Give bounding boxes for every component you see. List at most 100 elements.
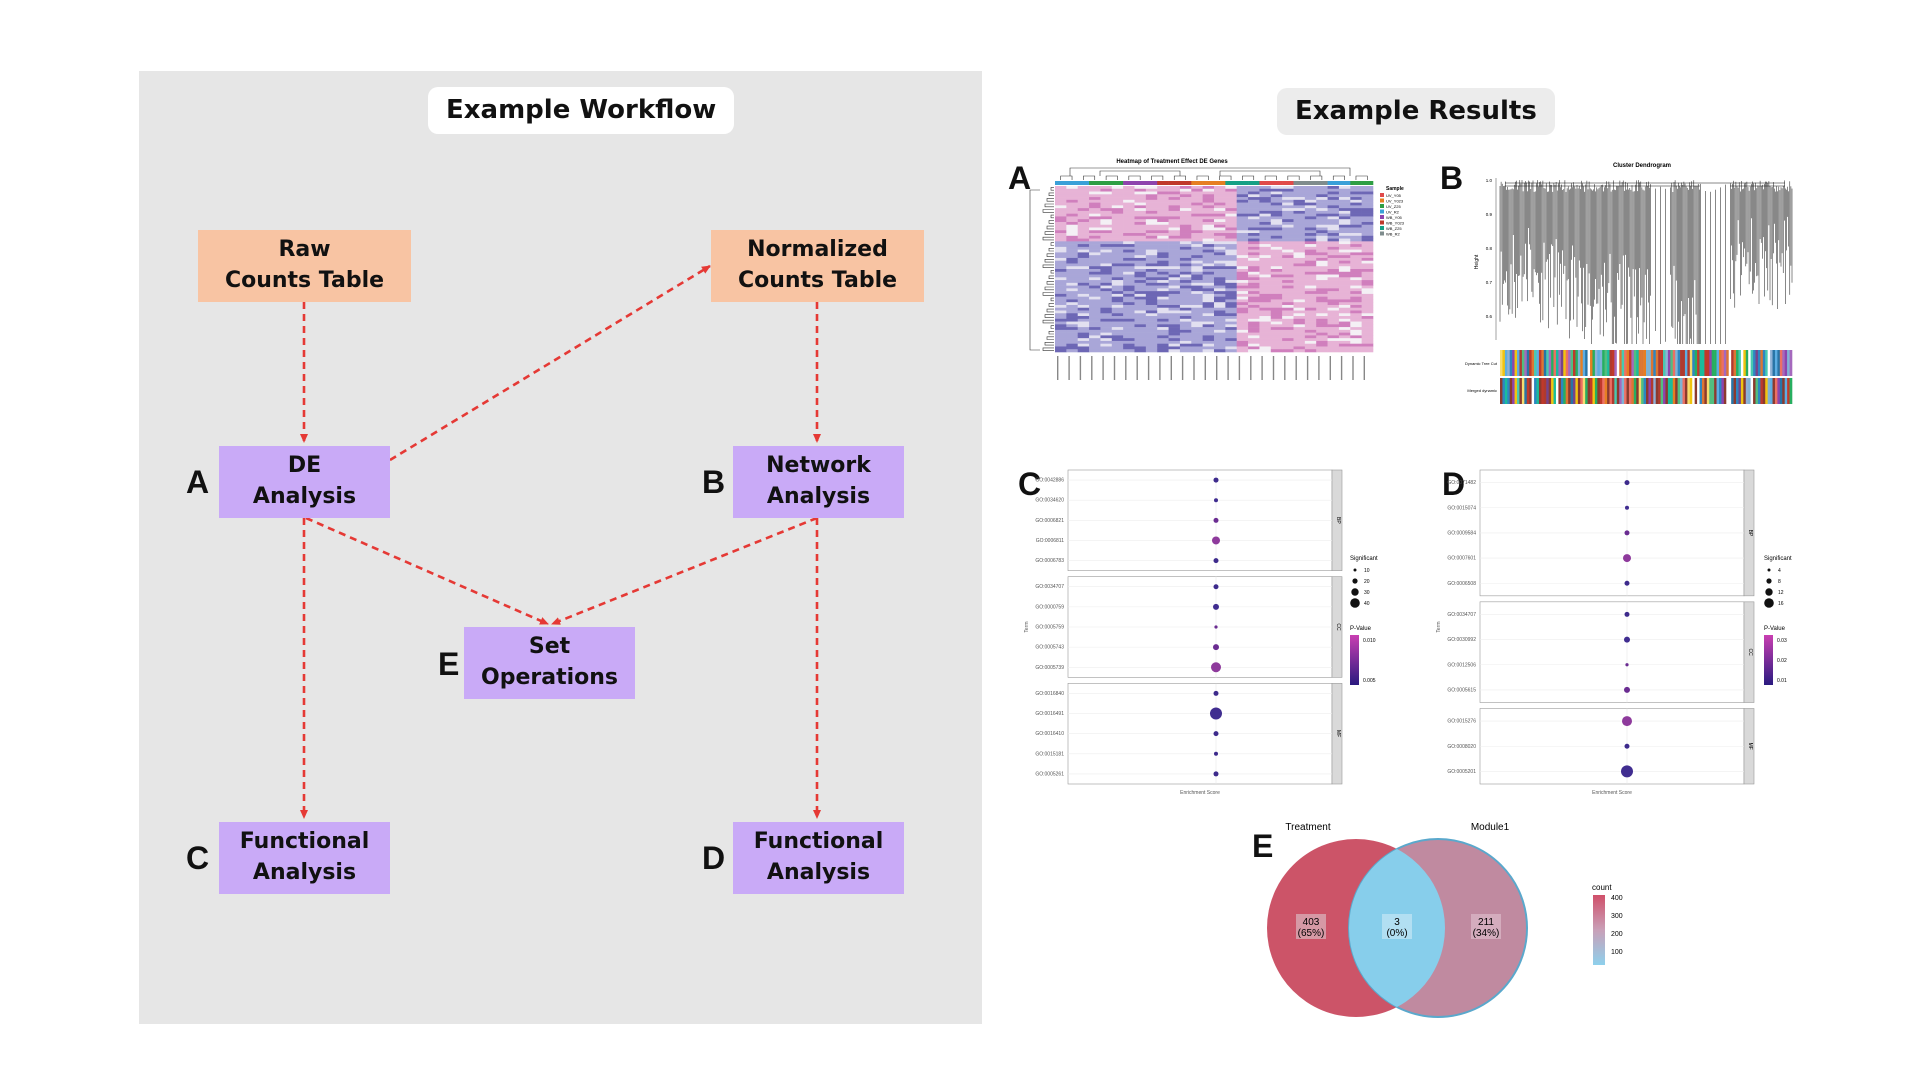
dendro-module-cell — [1677, 350, 1681, 376]
heatmap-cell — [1157, 288, 1169, 292]
dendro-merged-cell — [1767, 378, 1771, 404]
de-analysis-line2: Analysis — [252, 484, 357, 509]
heatmap-cell — [1111, 277, 1124, 281]
heatmap-cell — [1202, 249, 1215, 253]
heatmap-cell — [1111, 266, 1124, 270]
heatmap-cell — [1191, 280, 1203, 284]
heatmap-cell — [1236, 302, 1249, 306]
heatmap-cell — [1100, 271, 1113, 275]
heatmap-cell — [1179, 246, 1192, 250]
heatmap-cell — [1282, 266, 1294, 270]
facet-strip-label: CC — [1747, 649, 1753, 657]
heatmap-cell — [1066, 213, 1079, 217]
heatmap-cell — [1225, 252, 1238, 256]
heatmap-row-branch — [1042, 319, 1054, 324]
heatmap-cell — [1282, 296, 1294, 300]
dendro-merged-cell — [1760, 378, 1764, 404]
heatmap-legend-swatch — [1380, 231, 1384, 236]
heatmap-cell — [1304, 255, 1317, 259]
heatmap-cell — [1304, 285, 1317, 289]
term-label: GO:0005739 — [1035, 665, 1064, 671]
heatmap-cell — [1327, 238, 1340, 242]
term-label: GO:0015276 — [1447, 719, 1476, 725]
heatmap-cell — [1304, 241, 1317, 245]
heatmap-cell — [1157, 340, 1169, 344]
heatmap-annotation-cell — [1123, 181, 1135, 185]
heatmap-cell — [1145, 329, 1158, 333]
heatmap-cell — [1145, 199, 1158, 203]
heatmap-cell — [1316, 260, 1328, 264]
heatmap-cell — [1089, 246, 1101, 250]
heatmap-cell — [1225, 324, 1238, 328]
heatmap-cell — [1304, 340, 1317, 344]
heatmap-cell — [1077, 197, 1090, 201]
heatmap-cell — [1077, 307, 1090, 311]
heatmap-cell — [1111, 269, 1124, 273]
heatmap-cell — [1191, 194, 1203, 198]
heatmap-cell — [1361, 285, 1374, 289]
heatmap-cell — [1191, 282, 1203, 286]
heatmap-cell — [1338, 321, 1351, 325]
heatmap-cell — [1179, 332, 1192, 336]
heatmap-cell — [1089, 210, 1101, 214]
dendro-module-cell — [1648, 350, 1652, 376]
heatmap-cell — [1338, 288, 1351, 292]
functional-d-line2: Analysis — [766, 860, 871, 885]
heatmap-cell — [1055, 269, 1067, 273]
heatmap-cell — [1145, 299, 1158, 303]
heatmap-cell — [1191, 277, 1203, 281]
heatmap-cell — [1168, 310, 1181, 314]
heatmap-col-label — [1340, 356, 1343, 380]
dendro-module-cell — [1546, 350, 1549, 376]
heatmap-cell — [1077, 321, 1090, 325]
heatmap-cell — [1248, 221, 1260, 226]
heatmap-cell — [1089, 205, 1101, 209]
heatmap-cell — [1270, 274, 1283, 278]
dendro-merged-cell — [1587, 378, 1591, 404]
heatmap-cell — [1361, 332, 1374, 336]
dendro-module-cell — [1636, 350, 1639, 376]
heatmap-cell — [1259, 296, 1272, 300]
heatmap-legend-label: WB_Z25 — [1386, 226, 1402, 231]
color-legend-tick: 0.010 — [1363, 638, 1376, 644]
heatmap-cell — [1100, 199, 1113, 203]
heatmap-cell — [1350, 266, 1362, 270]
dendro-merged-cell — [1609, 378, 1613, 404]
heatmap-cell — [1225, 304, 1238, 309]
dendro-module-cell — [1697, 350, 1700, 376]
heatmap-cell — [1202, 213, 1215, 217]
heatmap-cell — [1361, 346, 1374, 350]
heatmap-cell — [1089, 316, 1101, 320]
dendro-module-cell — [1743, 350, 1747, 376]
heatmap-cell — [1214, 252, 1226, 256]
heatmap-col-label — [1295, 356, 1297, 380]
facet-strip-label: MF — [1747, 743, 1753, 750]
dendro-module-cell — [1665, 350, 1669, 376]
heatmap-cell — [1248, 186, 1260, 190]
heatmap-cell — [1111, 230, 1124, 234]
heatmap-cell — [1214, 329, 1226, 333]
heatmap-cell — [1055, 191, 1067, 195]
heatmap-cell — [1338, 194, 1351, 198]
heatmap-cell — [1236, 246, 1249, 250]
heatmap-cell — [1179, 227, 1192, 231]
heatmap-cell — [1248, 329, 1260, 333]
heatmap-cell — [1191, 310, 1203, 314]
heatmap-cell — [1236, 230, 1249, 234]
heatmap-cell — [1282, 299, 1294, 303]
dot-mark — [1212, 536, 1220, 545]
heatmap-cell — [1077, 346, 1090, 350]
heatmap-cell — [1316, 235, 1328, 239]
heatmap-cell — [1111, 224, 1124, 228]
heatmap-cell — [1259, 343, 1272, 347]
heatmap-row-branch — [1042, 292, 1054, 296]
heatmap-cell — [1202, 269, 1215, 273]
heatmap-cell — [1134, 277, 1147, 281]
heatmap-cell — [1293, 280, 1306, 284]
heatmap-cell — [1361, 219, 1374, 223]
size-legend-label: 30 — [1364, 590, 1370, 596]
heatmap-cell — [1202, 266, 1215, 270]
heatmap-cell — [1191, 318, 1203, 322]
heatmap-cell — [1123, 199, 1135, 203]
